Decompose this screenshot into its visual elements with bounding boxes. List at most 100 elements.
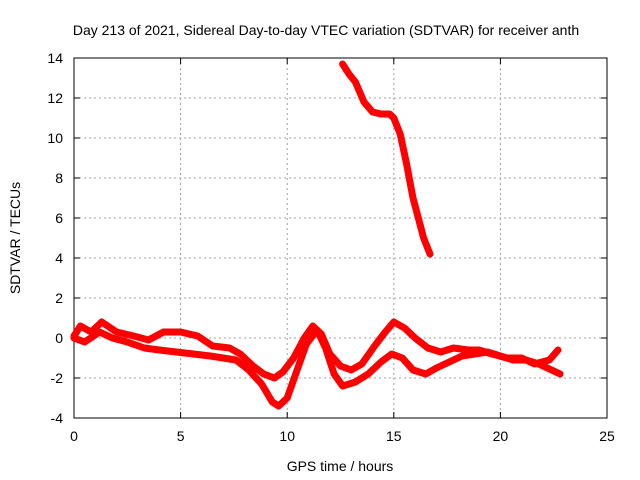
data-point [77,323,84,329]
y-tick-label: 8 [55,170,63,186]
data-point [309,323,316,329]
data-point [160,329,167,335]
data-series [70,60,564,410]
data-point [339,383,346,389]
data-point [71,335,77,341]
data-point [352,379,359,385]
data-point [409,367,416,373]
data-point [557,371,564,377]
data-point [284,395,291,401]
data-point [437,349,444,355]
data-point [369,109,376,115]
data-point [446,359,453,365]
data-point [209,343,216,349]
data-point [348,367,355,373]
data-point [352,79,359,85]
data-point [484,349,491,355]
data-point [177,329,184,335]
y-tick-label: -2 [51,370,64,386]
data-point [331,371,338,377]
data-point [98,319,105,325]
data-point [390,115,397,121]
data-point [113,329,120,335]
data-point [378,359,385,365]
y-tick-label: 12 [47,90,63,106]
data-point [433,365,440,371]
plot-frame [73,57,608,419]
data-point [233,357,240,363]
data-point [471,351,478,357]
data-point [124,339,131,345]
data-point [260,371,267,377]
data-point [416,219,423,225]
data-point [346,71,353,77]
data-point [173,349,180,355]
data-point [145,337,152,343]
data-point [548,367,555,373]
axis-ticks: 0 5 10 15 20 25 -4 -2 0 2 4 6 8 10 12 14 [47,50,615,444]
data-point [314,327,321,333]
data-point [386,111,393,117]
data-point [237,351,244,357]
data-point [275,403,282,409]
x-axis-label: GPS time / hours [287,458,394,474]
y-tick-label: -4 [51,410,64,426]
data-point [371,343,378,349]
data-point [96,329,103,335]
data-point [226,345,233,351]
data-point [141,345,148,351]
data-point [322,345,329,351]
data-point [378,111,385,117]
x-tick-label: 15 [386,428,402,444]
x-tick-label: 10 [279,428,295,444]
data-point [427,251,434,257]
x-tick-label: 25 [599,428,615,444]
data-point [382,329,389,335]
data-point [290,355,297,361]
series-1 [70,326,564,410]
data-point [459,353,466,359]
y-tick-label: 0 [55,330,63,346]
x-tick-label: 20 [493,428,509,444]
data-point [522,357,529,363]
y-tick-label: 2 [55,290,63,306]
x-tick-label: 0 [70,428,78,444]
data-point [546,357,553,363]
data-point [207,353,214,359]
y-tick-label: 10 [47,130,63,146]
data-point [339,61,346,67]
data-point [401,325,408,331]
data-point [390,319,397,325]
data-point [422,371,429,377]
data-point [399,355,406,361]
y-tick-label: 6 [55,210,63,226]
x-tick-label: 5 [177,428,185,444]
data-point [510,357,517,363]
data-point [409,195,416,201]
y-tick-label: 14 [47,50,63,66]
data-point [81,339,88,345]
data-point [269,399,276,405]
data-point [301,335,308,341]
data-point [156,347,163,353]
data-point [130,333,137,339]
data-point [450,345,457,351]
y-axis-label: SDTVAR / TECUs [7,182,23,294]
data-point [397,131,404,137]
data-point [258,381,265,387]
data-point [420,235,427,241]
data-point [190,351,197,357]
series-band [339,60,434,258]
data-point [279,369,286,375]
data-point [194,333,201,339]
data-point [554,347,561,353]
data-point [403,161,410,167]
data-point [424,345,431,351]
data-point [109,335,116,341]
series-2 [339,60,434,258]
data-point [360,99,367,105]
data-point [271,375,278,381]
data-point [358,361,365,367]
data-point [292,371,299,377]
data-point [250,363,257,369]
